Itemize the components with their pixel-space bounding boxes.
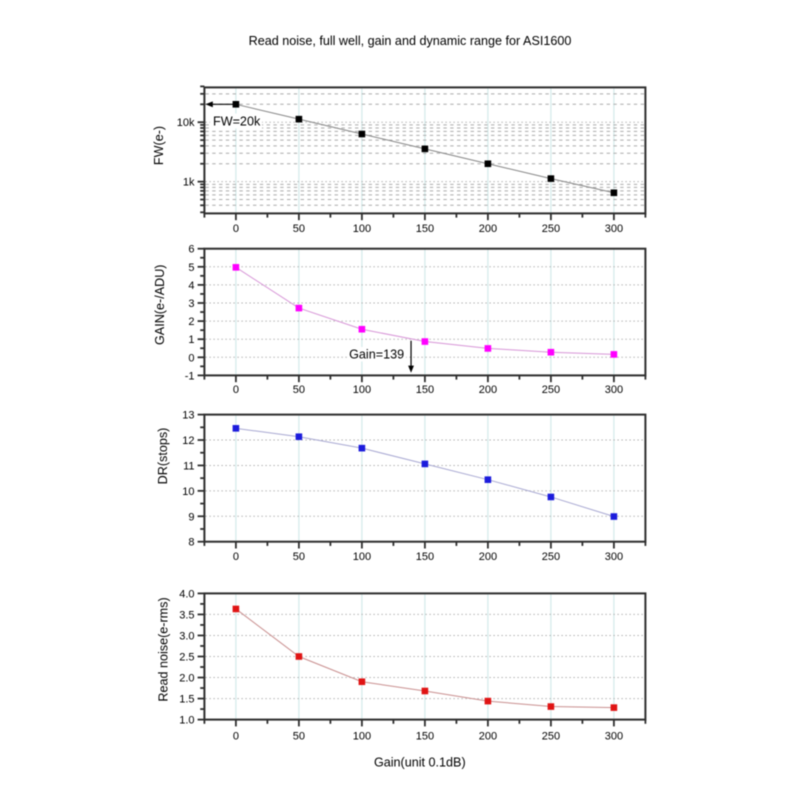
svg-text:2.0: 2.0	[179, 673, 194, 685]
svg-text:0: 0	[233, 730, 239, 742]
svg-text:0: 0	[233, 223, 239, 235]
svg-text:12: 12	[182, 435, 194, 447]
svg-text:3.5: 3.5	[179, 609, 194, 621]
svg-text:250: 250	[542, 384, 560, 396]
svg-text:100: 100	[353, 551, 371, 563]
svg-text:300: 300	[605, 551, 623, 563]
svg-text:10: 10	[182, 486, 194, 498]
svg-text:9: 9	[188, 511, 194, 523]
svg-text:50: 50	[293, 551, 305, 563]
svg-text:150: 150	[416, 223, 434, 235]
svg-text:2.5: 2.5	[179, 652, 194, 664]
svg-text:3.0: 3.0	[179, 630, 194, 642]
svg-text:5: 5	[188, 262, 194, 274]
svg-text:250: 250	[542, 223, 560, 235]
svg-text:6: 6	[188, 244, 194, 256]
svg-text:13: 13	[182, 410, 194, 422]
svg-text:1: 1	[188, 334, 194, 346]
svg-text:300: 300	[605, 223, 623, 235]
svg-text:3: 3	[188, 298, 194, 310]
svg-text:200: 200	[479, 551, 497, 563]
svg-text:10k: 10k	[177, 117, 195, 129]
svg-text:150: 150	[416, 384, 434, 396]
svg-text:2: 2	[188, 316, 194, 328]
svg-text:0: 0	[233, 384, 239, 396]
svg-text:Gain=139: Gain=139	[349, 348, 404, 362]
svg-text:1.5: 1.5	[179, 694, 194, 706]
svg-text:GAIN(e-/ADU): GAIN(e-/ADU)	[153, 265, 167, 345]
svg-text:0: 0	[188, 352, 194, 364]
svg-text:Gain(unit 0.1dB): Gain(unit 0.1dB)	[374, 756, 466, 770]
svg-text:1k: 1k	[183, 177, 195, 189]
svg-text:150: 150	[416, 730, 434, 742]
svg-text:300: 300	[605, 384, 623, 396]
svg-text:50: 50	[293, 384, 305, 396]
svg-text:50: 50	[293, 730, 305, 742]
svg-text:-1: -1	[185, 370, 195, 382]
svg-text:4.0: 4.0	[179, 588, 194, 600]
svg-text:50: 50	[293, 223, 305, 235]
svg-text:8: 8	[188, 537, 194, 549]
svg-text:1.0: 1.0	[179, 715, 194, 727]
svg-text:200: 200	[479, 384, 497, 396]
svg-text:Read noise, full well, gain an: Read noise, full well, gain and dynamic …	[249, 34, 572, 48]
svg-text:100: 100	[353, 223, 371, 235]
svg-text:150: 150	[416, 551, 434, 563]
svg-text:300: 300	[605, 730, 623, 742]
svg-text:DR(stops): DR(stops)	[156, 428, 170, 485]
svg-text:250: 250	[542, 730, 560, 742]
svg-text:100: 100	[353, 730, 371, 742]
svg-text:0: 0	[233, 551, 239, 563]
svg-text:11: 11	[183, 460, 194, 472]
svg-text:200: 200	[479, 223, 497, 235]
svg-text:250: 250	[542, 551, 560, 563]
svg-text:FW=20k: FW=20k	[213, 114, 261, 128]
svg-text:Read noise(e-rms): Read noise(e-rms)	[156, 597, 170, 701]
svg-text:FW(e-): FW(e-)	[152, 126, 166, 165]
svg-text:100: 100	[353, 384, 371, 396]
svg-text:4: 4	[188, 280, 194, 292]
svg-text:200: 200	[479, 730, 497, 742]
